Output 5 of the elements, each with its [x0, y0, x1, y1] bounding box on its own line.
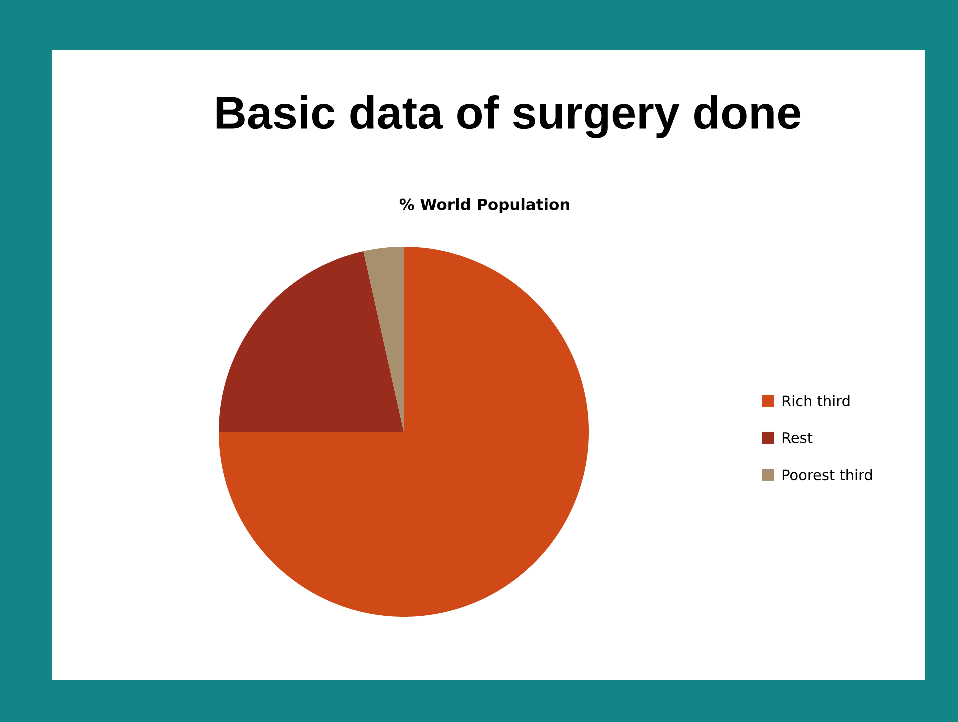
- chart-title: Basic data of surgery done: [216, 96, 801, 138]
- legend-label: Rest: [782, 432, 813, 444]
- legend-label: Poorest third: [782, 469, 872, 481]
- chart-subtitle: % World Population: [400, 198, 570, 214]
- legend-label: Rich third: [782, 395, 850, 407]
